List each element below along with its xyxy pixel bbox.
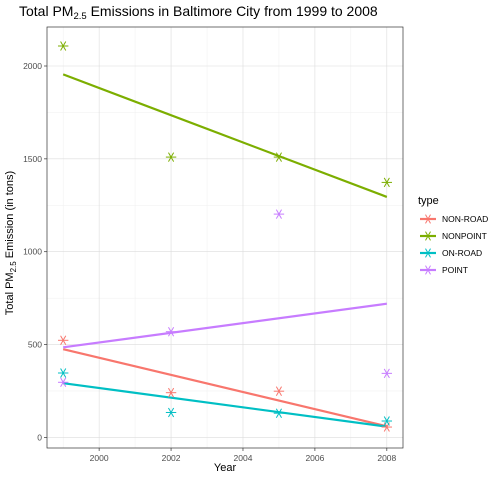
- data-point-on-road: [57, 368, 69, 378]
- y-tick-label: 1500: [23, 154, 42, 164]
- data-point-point: [57, 377, 69, 388]
- legend-key-symbol: [423, 214, 433, 224]
- legend-key-symbol: [423, 265, 433, 275]
- fit-line-point: [63, 302, 387, 349]
- fit-line-non-road: [62, 348, 388, 428]
- legend-label: NONPOINT: [442, 231, 487, 241]
- data-points: [57, 41, 393, 432]
- legend-label: NON-ROAD: [442, 214, 488, 224]
- x-axis-title: Year: [214, 462, 237, 474]
- data-point-non-road: [57, 335, 69, 346]
- chart-title-suffix: Emissions in Baltimore City from 1999 to…: [87, 3, 378, 19]
- fit-line-nonpoint: [62, 73, 388, 198]
- legend-item-non-road: NON-ROAD: [420, 214, 488, 224]
- data-point-nonpoint: [381, 177, 393, 188]
- x-tick-label: 2006: [305, 453, 324, 463]
- data-point-on-road: [273, 408, 285, 418]
- data-point-point: [165, 326, 177, 337]
- data-point-on-road: [381, 416, 393, 426]
- data-point-non-road: [273, 386, 285, 396]
- data-point-nonpoint: [273, 152, 285, 162]
- y-tick-label: 0: [37, 432, 42, 442]
- y-axis-title-subscript: 2.5: [9, 261, 18, 273]
- data-point-non-road: [165, 387, 177, 398]
- data-point-point: [381, 368, 393, 379]
- x-tick-label: 2000: [90, 453, 109, 463]
- x-tick-label: 2004: [234, 453, 253, 463]
- legend-key-symbol: [423, 231, 433, 241]
- legend-key-symbol: [423, 248, 433, 258]
- data-point-nonpoint: [165, 152, 177, 162]
- panel-border: [46, 26, 404, 449]
- legend-label: POINT: [442, 265, 468, 275]
- y-tick-label: 1000: [23, 247, 42, 257]
- data-point-nonpoint: [57, 41, 69, 51]
- y-axis-title-suffix: Emission (in tons): [4, 171, 16, 261]
- fit-line-on-road: [63, 382, 387, 428]
- legend-item-point: POINT: [420, 265, 468, 275]
- legend-item-nonpoint: NONPOINT: [420, 231, 487, 241]
- x-tick-label: 2002: [162, 453, 181, 463]
- x-axis: 2000 2002 2004 2006 2008: [90, 448, 397, 463]
- y-axis-title: Total PM2.5 Emission (in tons): [4, 171, 18, 315]
- chart-title-prefix: Total PM: [19, 3, 73, 19]
- legend-title: type: [418, 195, 439, 207]
- y-axis: 0 500 1000 1500 2000: [23, 61, 47, 442]
- y-axis-title-prefix: Total PM: [4, 272, 16, 315]
- legend: type NON-ROAD NONPOINT ON-ROAD POINT: [418, 195, 488, 275]
- chart-title-subscript: 2.5: [73, 11, 86, 22]
- grid: [47, 27, 403, 448]
- y-tick-label: 2000: [23, 61, 42, 71]
- data-point-on-road: [165, 407, 177, 418]
- chart-title: Total PM2.5 Emissions in Baltimore City …: [19, 3, 378, 22]
- x-tick-label: 2008: [377, 453, 396, 463]
- legend-item-on-road: ON-ROAD: [420, 248, 482, 258]
- data-point-point: [273, 209, 285, 219]
- fit-lines: [62, 73, 388, 428]
- y-tick-label: 500: [28, 340, 42, 350]
- legend-label: ON-ROAD: [442, 248, 482, 258]
